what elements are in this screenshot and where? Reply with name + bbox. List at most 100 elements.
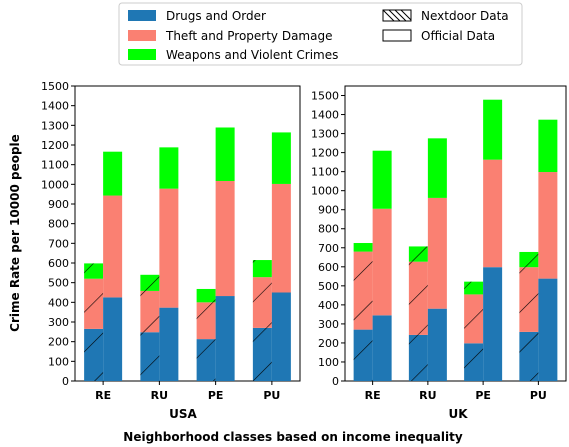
bar-drugs-official	[215, 296, 235, 381]
y-tick-label: 700	[318, 242, 339, 255]
bar-hatch	[464, 281, 484, 295]
bar-theft-official	[159, 188, 179, 308]
y-tick-label: 900	[48, 198, 69, 211]
bar-theft-official	[372, 208, 392, 316]
bar-drugs-official	[427, 308, 447, 381]
y-tick-label: 1400	[311, 109, 339, 122]
y-tick-label: 1100	[41, 159, 69, 172]
bar-weapons-official	[427, 138, 447, 198]
bar-drugs-official	[271, 292, 291, 381]
bar-weapons-official	[538, 119, 558, 173]
bar-drugs-official	[483, 267, 503, 381]
y-tick-label: 400	[318, 299, 339, 312]
y-tick-label: 1200	[311, 147, 339, 160]
bar-hatch	[519, 251, 539, 268]
legend-swatch-nextdoor-hatch	[382, 9, 412, 22]
x-tick-label: RU	[151, 389, 168, 402]
y-tick-label: 1300	[41, 119, 69, 132]
bar-theft-official	[538, 172, 558, 279]
legend: Drugs and Order Theft and Property Damag…	[118, 2, 523, 66]
legend-swatch-theft	[128, 30, 156, 41]
y-tick-label: 500	[48, 277, 69, 290]
legend-label-official: Official Data	[421, 29, 495, 43]
bar-drugs-official	[538, 278, 558, 381]
bar-hatch	[408, 261, 428, 335]
figure-subtitle: Neighborhood classes based on income ine…	[123, 430, 463, 444]
y-tick-label: 400	[48, 296, 69, 309]
bar-theft-official	[427, 197, 447, 309]
y-tick-label: 200	[48, 336, 69, 349]
bar-drugs-official	[103, 297, 123, 381]
y-tick-label: 1400	[41, 100, 69, 113]
bar-theft-official	[215, 180, 235, 297]
y-tick-label: 1000	[41, 178, 69, 191]
bar-hatch	[252, 260, 272, 278]
y-tick-label: 300	[48, 316, 69, 329]
y-tick-label: 500	[318, 280, 339, 293]
bar-drugs-official	[372, 315, 392, 381]
bar-theft-official	[483, 159, 503, 268]
x-tick-label: PE	[208, 389, 224, 402]
y-axis-title: Crime Rate per 10000 people	[8, 134, 22, 332]
bar-hatch	[464, 343, 484, 381]
legend-label-nextdoor: Nextdoor Data	[421, 9, 509, 23]
bar-theft-official	[103, 195, 123, 298]
y-tick-label: 700	[48, 237, 69, 250]
bar-theft-official	[271, 183, 291, 293]
bar-hatch	[140, 274, 160, 291]
bar-hatch	[252, 277, 272, 328]
legend-label-theft: Theft and Property Damage	[165, 29, 332, 43]
legend-label-weapons: Weapons and Violent Crimes	[166, 48, 338, 62]
y-tick-label: 800	[318, 223, 339, 236]
y-tick-label: 1300	[311, 128, 339, 141]
bar-weapons-official	[271, 132, 291, 184]
bar-hatch	[408, 246, 428, 262]
bar-drugs-official	[159, 307, 179, 381]
y-tick-label: 200	[318, 337, 339, 350]
bar-hatch	[140, 332, 160, 381]
bar-hatch	[464, 294, 484, 344]
bar-weapons-official	[483, 99, 503, 160]
y-tick-label: 100	[318, 356, 339, 369]
bar-hatch	[140, 290, 160, 333]
y-tick-label: 600	[318, 261, 339, 274]
bar-hatch	[84, 278, 104, 329]
y-tick-label: 1100	[311, 166, 339, 179]
x-axis-title-uk: UK	[448, 407, 468, 421]
x-axis-title-usa: USA	[169, 407, 197, 421]
bar-hatch	[196, 302, 216, 340]
legend-label-drugs: Drugs and Order	[166, 9, 266, 23]
bar-hatch	[519, 331, 539, 381]
x-tick-label: PU	[263, 389, 280, 402]
bar-hatch	[353, 251, 373, 330]
y-tick-label: 900	[318, 204, 339, 217]
bar-hatch	[84, 328, 104, 381]
legend-swatch-official	[382, 29, 412, 42]
y-tick-label: 300	[318, 318, 339, 331]
panel-uk: 0 100 200 300 400 500 600 700 800 900 1000 1100 1200…	[311, 85, 567, 402]
y-tick-label: 800	[48, 218, 69, 231]
legend-frame	[118, 2, 523, 66]
bar-hatch	[84, 263, 104, 279]
bar-hatch	[252, 327, 272, 381]
bar-hatch	[353, 243, 373, 252]
x-tick-label: PE	[475, 389, 491, 402]
legend-swatch-weapons	[128, 49, 156, 60]
panel-usa: 0 100 200 300 400 500 600 700 800 900 1000 1100 1200…	[41, 80, 301, 402]
y-tick-label: 0	[62, 375, 69, 388]
bar-weapons-official	[215, 127, 235, 181]
axes-frame	[74, 85, 301, 382]
legend-swatch-drugs	[128, 10, 156, 21]
legend-swatch-nextdoor-base	[382, 9, 412, 22]
y-tick-label: 1500	[41, 80, 69, 93]
x-tick-label: RU	[419, 389, 436, 402]
x-tick-label: PU	[530, 389, 547, 402]
bar-weapons-official	[159, 147, 179, 189]
x-tick-label: RE	[95, 389, 111, 402]
axes-frame	[344, 85, 567, 382]
y-tick-label: 1500	[311, 90, 339, 103]
y-tick-label: 1000	[311, 185, 339, 198]
bar-hatch	[196, 288, 216, 303]
bar-weapons-official	[103, 151, 123, 196]
